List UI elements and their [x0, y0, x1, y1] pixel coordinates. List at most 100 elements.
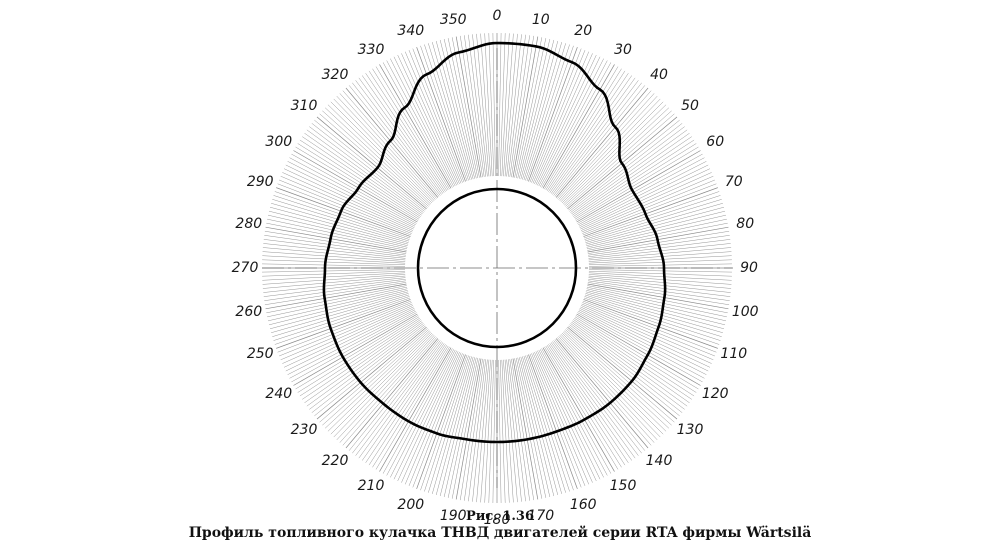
hatch-line: [291, 312, 417, 383]
hatch-line: [274, 191, 411, 239]
hatch-line: [330, 101, 433, 204]
hatch-line: [368, 345, 448, 466]
hatch-line: [578, 161, 707, 227]
hatch-line: [322, 329, 429, 426]
hatch-line: [509, 35, 530, 177]
hatch-line: [488, 33, 495, 177]
hatch-line: [537, 350, 601, 480]
hatch-line: [576, 150, 701, 223]
hatch-line: [460, 358, 483, 501]
hatch-line: [365, 73, 446, 192]
hatch-line: [424, 355, 469, 492]
hatch-line: [575, 146, 699, 221]
hatch-line: [546, 70, 626, 191]
hatch-line: [555, 87, 649, 198]
hatch-line: [306, 129, 423, 215]
hatch-line: [585, 291, 725, 330]
hatch-line: [484, 33, 493, 177]
hatch-line: [262, 263, 406, 267]
radial-hatch-lines: [262, 33, 732, 503]
hatch-line: [501, 359, 510, 503]
hatch-line: [311, 324, 425, 413]
hatch-line: [324, 330, 430, 429]
hatch-line: [588, 259, 732, 266]
hatch-line: [573, 136, 692, 217]
hatch-line: [522, 42, 562, 180]
angle-label-70: 70: [725, 174, 743, 190]
angle-label-280: 280: [235, 216, 262, 232]
hatch-line: [299, 139, 420, 219]
hatch-line: [580, 306, 711, 368]
hatch-line: [327, 104, 431, 205]
hatch-line: [412, 48, 465, 183]
hatch-line: [517, 357, 551, 498]
base-circle: [416, 187, 578, 349]
hatch-line: [412, 353, 465, 488]
hatch-line: [542, 64, 615, 189]
hatch-line: [484, 359, 493, 503]
hatch-line: [498, 33, 502, 177]
hatch-line: [324, 107, 430, 206]
hatch-line: [523, 43, 566, 181]
hatch-line: [263, 239, 406, 258]
hatch-line: [464, 35, 485, 177]
hatch-line: [472, 34, 488, 177]
hatch-line: [339, 336, 436, 443]
hatch-line: [319, 113, 428, 208]
hatch-line: [572, 320, 690, 403]
hatch-line: [269, 206, 409, 245]
hatch-line: [538, 58, 604, 187]
hatch-line: [348, 85, 440, 197]
angle-label-160: 160: [570, 497, 597, 513]
hatch-line: [584, 296, 721, 341]
hatch-line: [579, 308, 709, 372]
angle-label-220: 220: [322, 453, 349, 469]
angle-label-350: 350: [440, 12, 467, 28]
hatch-line: [581, 175, 714, 233]
hatch-line: [386, 60, 455, 187]
hatch-line: [587, 283, 729, 310]
hatch-line: [439, 39, 475, 179]
hatch-line: [365, 344, 446, 463]
angle-label-200: 200: [397, 497, 424, 513]
hatch-line: [550, 342, 636, 459]
hatch-line: [342, 90, 437, 199]
hatch-line: [577, 312, 703, 383]
hatch-line: [314, 325, 426, 417]
hatch-line: [577, 153, 703, 224]
hatch-line: [330, 332, 433, 435]
hatch-line: [511, 358, 534, 501]
hatch-line: [498, 359, 502, 503]
hatch-line: [525, 44, 570, 181]
hatch-line: [390, 58, 456, 187]
hatch-line: [304, 133, 422, 216]
hatch-line: [339, 93, 436, 200]
hatch-line: [358, 77, 444, 194]
hatch-line: [544, 346, 619, 470]
angle-label-260: 260: [235, 304, 262, 320]
hatch-line: [560, 98, 661, 202]
hatch-line: [575, 315, 699, 390]
angle-label-190: 190: [440, 508, 467, 524]
hatch-line: [295, 146, 419, 221]
hatch-line: [424, 44, 469, 181]
hatch-line: [558, 336, 655, 443]
hatch-line: [569, 324, 683, 413]
hatch-line: [514, 37, 543, 178]
hatch-line: [480, 33, 491, 177]
hatch-line: [585, 206, 725, 245]
angle-label-100: 100: [732, 304, 759, 320]
hatch-line: [397, 351, 459, 482]
hatch-line: [531, 50, 586, 183]
angle-label-150: 150: [610, 478, 637, 494]
hatch-line: [264, 282, 407, 305]
hatch-line: [585, 293, 723, 333]
hatch-line: [582, 302, 715, 357]
hatch-line: [268, 210, 408, 246]
hatch-line: [514, 358, 543, 499]
hatch-line: [416, 354, 466, 489]
hatch-line: [401, 351, 460, 483]
hatch-line: [501, 33, 510, 177]
hatch-line: [375, 66, 450, 190]
